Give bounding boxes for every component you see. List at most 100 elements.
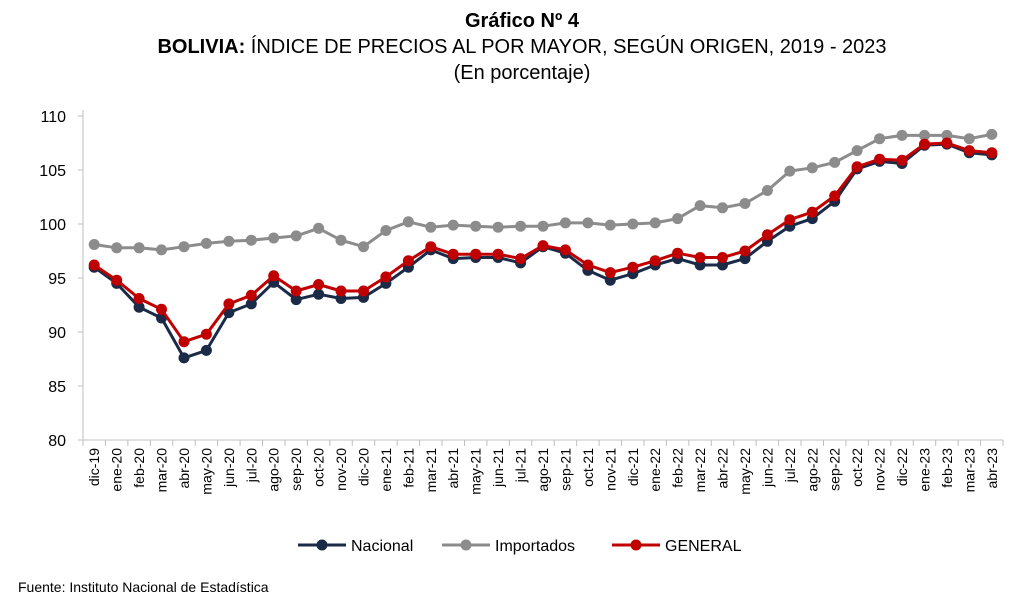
data-point-nacional bbox=[200, 344, 212, 356]
data-point-importados bbox=[627, 218, 639, 230]
data-point-general bbox=[111, 274, 123, 286]
data-point-general bbox=[88, 259, 100, 271]
data-point-general bbox=[515, 253, 527, 265]
data-point-importados bbox=[806, 162, 818, 174]
figure-label: Gráfico Nº 4 bbox=[464, 10, 579, 32]
data-point-general bbox=[470, 248, 482, 260]
data-point-general bbox=[380, 271, 392, 283]
chart-title-text: ÍNDICE DE PRECIOS AL POR MAYOR, SEGÚN OR… bbox=[245, 36, 887, 58]
x-tick-label: ene-20 bbox=[109, 448, 125, 492]
data-point-importados bbox=[761, 185, 773, 196]
data-point-general bbox=[941, 137, 953, 149]
x-tick-label: oct-22 bbox=[849, 448, 865, 487]
data-point-nacional bbox=[604, 274, 616, 286]
x-tick-label: mar-23 bbox=[961, 448, 977, 493]
data-point-importados bbox=[111, 242, 123, 254]
data-point-importados bbox=[380, 225, 392, 236]
data-point-general bbox=[851, 161, 863, 173]
data-point-importados bbox=[178, 241, 190, 253]
data-point-importados bbox=[829, 156, 841, 168]
data-point-general bbox=[717, 252, 728, 263]
legend-label-general: GENERAL bbox=[665, 538, 742, 555]
legend-label-nacional: Nacional bbox=[351, 538, 413, 555]
data-point-general bbox=[358, 285, 369, 297]
x-tick-label: abr-22 bbox=[715, 448, 731, 489]
data-point-general bbox=[582, 259, 594, 271]
x-tick-label: ago-21 bbox=[535, 448, 551, 492]
data-point-general bbox=[986, 147, 998, 159]
data-point-general bbox=[537, 240, 549, 252]
data-point-importados bbox=[784, 165, 796, 177]
data-point-general bbox=[156, 303, 167, 315]
x-tick-label: nov-21 bbox=[602, 448, 618, 491]
data-point-importados bbox=[559, 217, 571, 229]
x-tick-label: jun-22 bbox=[759, 448, 775, 488]
data-point-general bbox=[335, 285, 347, 297]
data-point-general bbox=[627, 261, 639, 273]
x-tick-label: jun-20 bbox=[221, 448, 237, 488]
data-point-nacional bbox=[739, 253, 751, 265]
data-point-general bbox=[604, 267, 616, 279]
data-point-general bbox=[447, 248, 459, 260]
x-tick-label: feb-20 bbox=[131, 448, 147, 488]
data-point-importados bbox=[245, 234, 257, 246]
data-point-importados bbox=[156, 244, 167, 256]
x-tick-label: ago-20 bbox=[266, 448, 282, 492]
data-point-nacional bbox=[313, 288, 325, 300]
data-point-importados bbox=[447, 219, 459, 231]
y-tick-label: 95 bbox=[48, 271, 66, 288]
data-point-importados bbox=[335, 234, 347, 246]
x-tick-label: sep-22 bbox=[827, 448, 843, 491]
data-point-importados bbox=[963, 133, 975, 145]
x-tick-label: sep-21 bbox=[557, 448, 573, 491]
data-point-general bbox=[784, 214, 796, 226]
x-tick-label: abr-20 bbox=[176, 448, 192, 489]
data-point-nacional bbox=[133, 301, 145, 313]
x-tick-label: mar-20 bbox=[154, 448, 170, 493]
data-point-importados bbox=[515, 220, 527, 232]
data-point-importados bbox=[896, 129, 908, 141]
data-point-importados bbox=[402, 216, 414, 228]
x-tick-label: mar-21 bbox=[423, 448, 439, 493]
data-point-importados bbox=[919, 129, 930, 141]
data-point-general bbox=[896, 154, 908, 166]
data-point-importados bbox=[986, 128, 998, 140]
data-point-nacional bbox=[245, 298, 257, 310]
data-point-importados bbox=[133, 242, 145, 254]
data-point-importados bbox=[649, 217, 661, 229]
x-tick-label: ene-21 bbox=[378, 448, 394, 492]
legend-marker-importados bbox=[460, 539, 472, 551]
legend-marker-general bbox=[630, 539, 642, 551]
x-tick-label: feb-22 bbox=[670, 448, 686, 488]
x-tick-label: ene-22 bbox=[647, 448, 663, 492]
data-point-general bbox=[963, 145, 975, 157]
data-point-general bbox=[874, 153, 886, 165]
data-point-importados bbox=[672, 213, 684, 225]
data-point-general bbox=[178, 336, 190, 348]
data-point-importados bbox=[290, 230, 302, 242]
data-point-general bbox=[761, 229, 773, 241]
data-point-general bbox=[829, 190, 841, 202]
data-point-general bbox=[133, 293, 145, 304]
x-tick-label: mar-22 bbox=[692, 448, 708, 493]
data-point-importados bbox=[358, 241, 369, 253]
data-point-general bbox=[223, 298, 235, 310]
x-tick-label: nov-20 bbox=[333, 448, 349, 491]
x-tick-label: abr-21 bbox=[445, 448, 461, 489]
chart-title: BOLIVIA: ÍNDICE DE PRECIOS AL POR MAYOR,… bbox=[0, 34, 1024, 60]
data-point-general bbox=[313, 279, 325, 290]
y-tick-label: 105 bbox=[39, 163, 66, 180]
data-point-importados bbox=[88, 239, 100, 250]
x-tick-label: jul-22 bbox=[782, 448, 798, 483]
data-point-general bbox=[290, 285, 302, 297]
x-tick-label: nov-22 bbox=[872, 448, 888, 491]
data-point-importados bbox=[941, 129, 953, 141]
x-tick-label: dic-19 bbox=[86, 448, 102, 486]
x-tick-label: jul-20 bbox=[243, 448, 259, 483]
x-tick-label: jun-21 bbox=[490, 448, 506, 488]
legend-label-importados: Importados bbox=[495, 538, 575, 555]
data-point-general bbox=[425, 241, 437, 253]
y-tick-label: 100 bbox=[39, 217, 66, 234]
x-tick-label: oct-21 bbox=[580, 448, 596, 487]
